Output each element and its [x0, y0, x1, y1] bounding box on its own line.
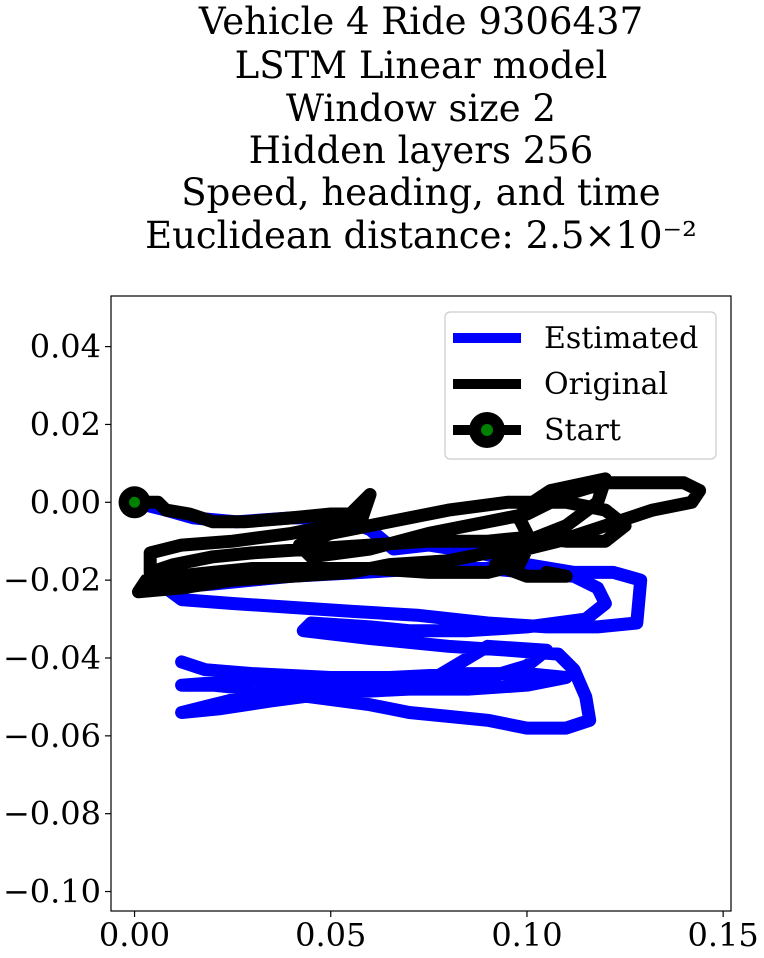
x-tick-label: 0.10	[491, 916, 562, 954]
series-line-estimated	[128, 495, 648, 735]
legend-start-marker-face	[481, 424, 493, 436]
series-layer	[128, 472, 707, 735]
plot-area-frame	[110, 295, 732, 912]
y-tick-label: −0.10	[3, 873, 101, 911]
start-marker-layer	[118, 486, 151, 519]
x-tick-label: 0.00	[99, 916, 170, 954]
title-line-3: Window size 2	[286, 87, 556, 130]
y-tick-label: −0.08	[3, 795, 101, 833]
series-line-original	[128, 472, 707, 599]
y-tick-label: −0.06	[3, 717, 101, 755]
y-tick-label: −0.02	[3, 561, 101, 599]
legend-frame	[444, 311, 717, 460]
legend-label-start: Start	[544, 413, 621, 448]
legend-label-original: Original	[544, 367, 668, 402]
legend: Estimated Original Start	[444, 311, 717, 460]
title-line-2: LSTM Linear model	[235, 44, 608, 87]
title-line-1: Vehicle 4 Ride 9306437	[198, 0, 643, 43]
x-tick-label: 0.15	[688, 916, 759, 954]
start-marker-face	[129, 496, 141, 508]
title-line-4: Hidden layers 256	[249, 129, 594, 172]
x-tick-label: 0.05	[295, 916, 366, 954]
y-tick-label: 0.04	[30, 328, 101, 366]
y-tick-label: 0.02	[30, 405, 101, 443]
title-line-6: Euclidean distance: 2.5×10⁻²	[145, 214, 697, 257]
y-tick-label: −0.04	[3, 639, 101, 677]
legend-label-estimated: Estimated	[544, 321, 698, 356]
x-axis: 0.00 0.05 0.10 0.15	[99, 911, 759, 954]
y-tick-label: 0.00	[30, 483, 101, 521]
y-axis: 0.04 0.02 0.00 −0.02 −0.04 −0.06 −0.08 −0.10	[3, 328, 111, 911]
chart-title: Vehicle 4 Ride 9306437 LSTM Linear model…	[145, 0, 697, 257]
title-line-5: Speed, heading, and time	[181, 171, 660, 214]
